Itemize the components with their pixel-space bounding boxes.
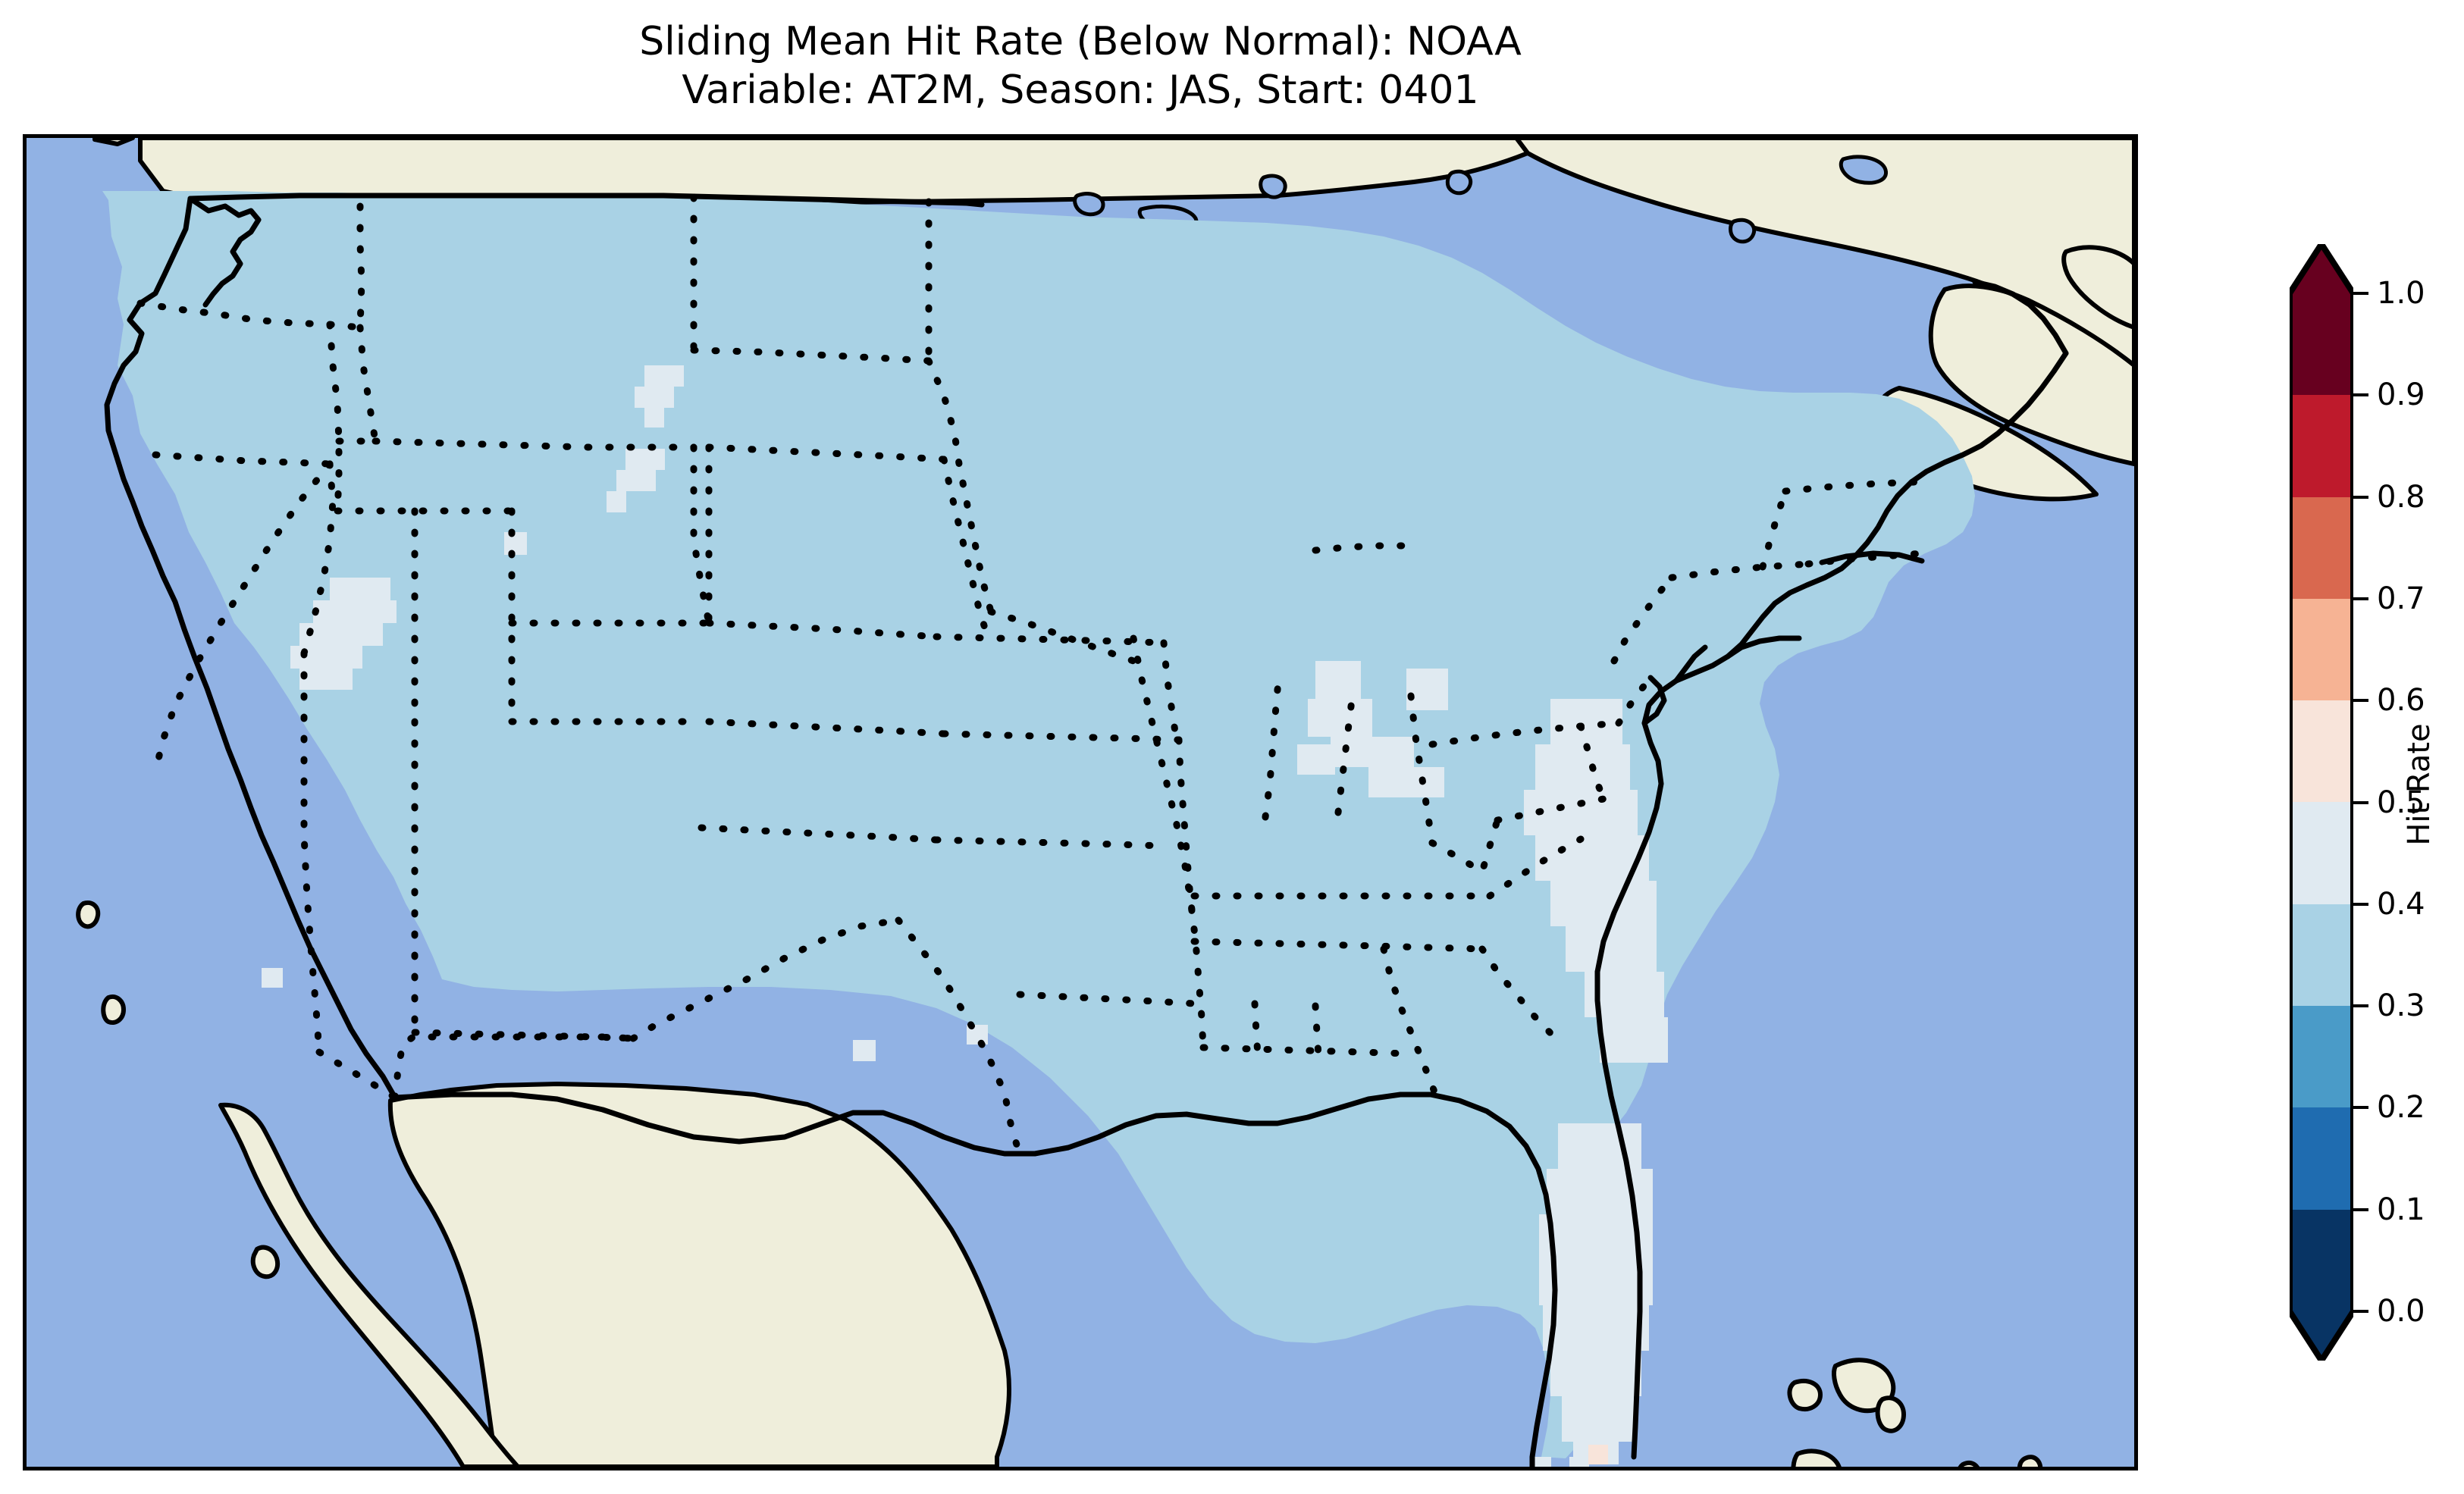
map-axes[interactable] xyxy=(23,134,2138,1471)
map-figure xyxy=(27,138,2134,1467)
colorbar-tick-label-0.1: 0.1 xyxy=(2377,1192,2425,1227)
conus-band-0.3-0.4 xyxy=(102,191,1975,1458)
coastline-layer xyxy=(104,193,2069,1467)
colorbar-tick-label-0.9: 0.9 xyxy=(2377,377,2425,413)
colorbar-tick-1.0 xyxy=(2353,292,2368,295)
colorbar-tick-label-0.8: 0.8 xyxy=(2377,479,2425,515)
colorbar-tick-0.1 xyxy=(2353,1207,2368,1211)
colorbar-tick-label-0.7: 0.7 xyxy=(2377,581,2425,616)
colorbar-tick-label-0.3: 0.3 xyxy=(2377,988,2425,1024)
colorbar-tick-label-0.5: 0.5 xyxy=(2377,785,2425,820)
colorbar-tick-0.0 xyxy=(2353,1310,2368,1313)
colorbar-tick-0.9 xyxy=(2353,393,2368,397)
colorbar-axis-label: Hit Rate xyxy=(2402,723,2437,846)
colorbar-tick-label-0.4: 0.4 xyxy=(2377,886,2425,922)
colorbar-tick-0.6 xyxy=(2353,699,2368,703)
chart-title-block: Sliding Mean Hit Rate (Below Normal): NO… xyxy=(0,0,2161,133)
colorbar-band-3 xyxy=(2290,598,2353,701)
colorbar-tick-label-0.6: 0.6 xyxy=(2377,683,2425,719)
colorbar-tick-0.3 xyxy=(2353,1004,2368,1008)
colorbar-band-5 xyxy=(2290,802,2353,904)
colorbar-extend-min-arrow xyxy=(2290,1311,2353,1361)
page-subtitle: Variable: AT2M, Season: JAS, Start: 0401 xyxy=(682,67,1479,113)
colorbar-bands xyxy=(2290,293,2353,1311)
page-title: Sliding Mean Hit Rate (Below Normal): NO… xyxy=(639,19,1522,65)
colorbar-band-4 xyxy=(2290,700,2353,803)
cell-band-0.5-0.6 xyxy=(1588,1445,1608,1464)
data-field-layer xyxy=(102,191,1975,1467)
cells-band-0.4-0.5 xyxy=(262,365,1668,1467)
colorbar[interactable]: 1.0 0.9 0.8 0.7 0.6 0.5 0.4 0.3 0.2 0.1 0.0 Hit Ra… xyxy=(2271,201,2464,1368)
colorbar-tick-label-1.0: 1.0 xyxy=(2377,276,2425,311)
colorbar-band-0 xyxy=(2290,293,2353,396)
state-borders-layer xyxy=(136,193,1926,1157)
colorbar-band-1 xyxy=(2290,395,2353,497)
colorbar-tick-0.4 xyxy=(2353,902,2368,906)
colorbar-tick-0.8 xyxy=(2353,495,2368,499)
colorbar-band-2 xyxy=(2290,496,2353,599)
colorbar-band-7 xyxy=(2290,1006,2353,1108)
colorbar-band-8 xyxy=(2290,1107,2353,1210)
colorbar-tick-0.5 xyxy=(2353,800,2368,804)
colorbar-tick-0.7 xyxy=(2353,597,2368,600)
colorbar-band-9 xyxy=(2290,1209,2353,1311)
colorbar-tick-0.2 xyxy=(2353,1106,2368,1110)
colorbar-band-6 xyxy=(2290,904,2353,1007)
colorbar-tick-label-0.2: 0.2 xyxy=(2377,1090,2425,1126)
colorbar-tick-label-0.0: 0.0 xyxy=(2377,1294,2425,1329)
colorbar-extend-max-arrow xyxy=(2290,244,2353,293)
